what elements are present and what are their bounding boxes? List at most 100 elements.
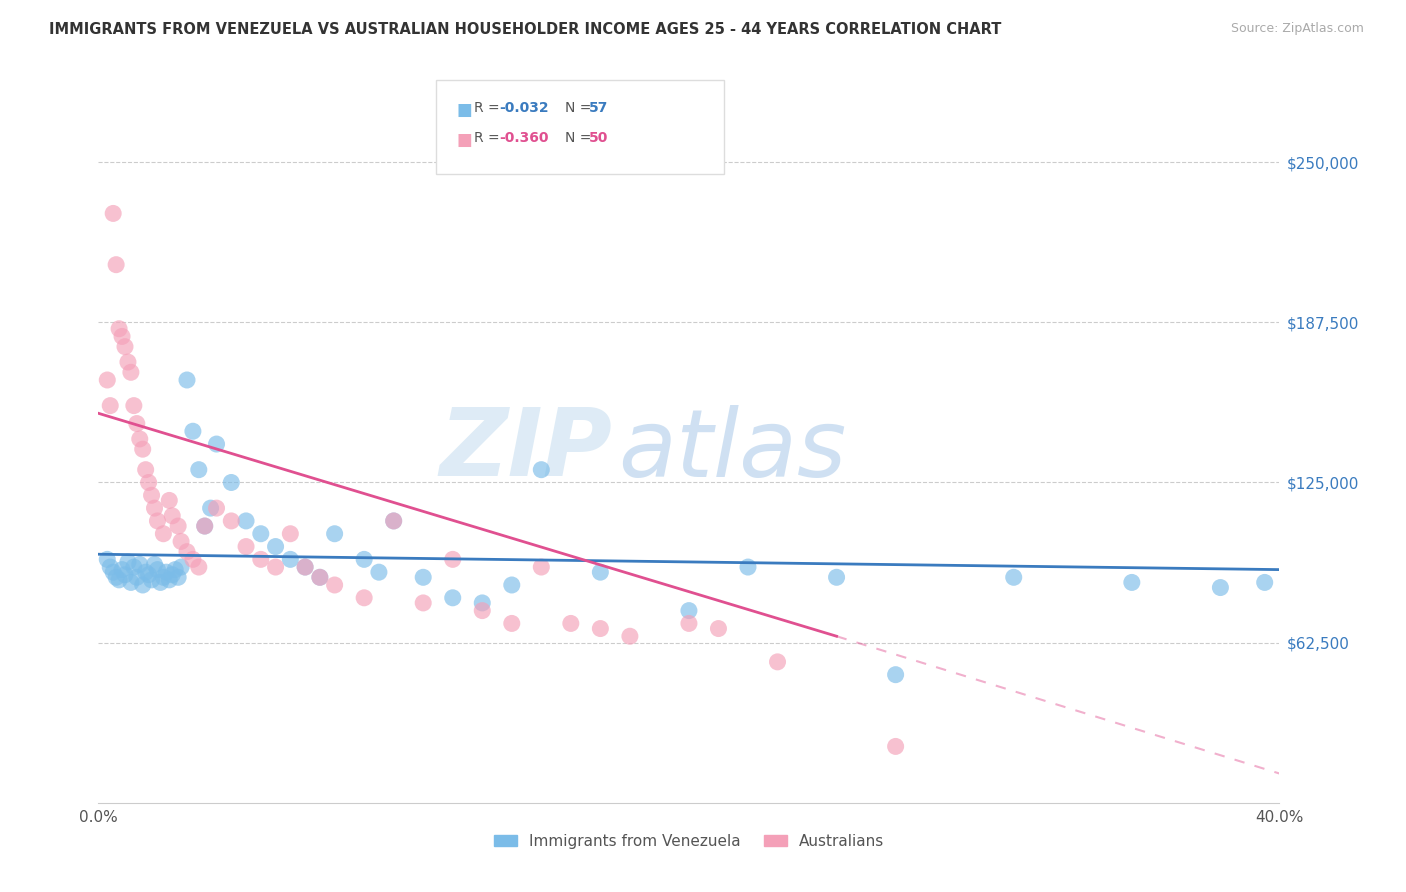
Point [162, 508, 183, 523]
Point [122, 399, 145, 413]
Point [250, 552, 273, 566]
Point [132, 578, 155, 592]
Text: atlas: atlas [619, 405, 846, 496]
Point [353, 591, 375, 605]
Point [309, 570, 332, 584]
Point [194, 519, 217, 533]
Point [471, 604, 494, 618]
Point [135, 565, 157, 579]
Text: R =: R = [474, 101, 503, 115]
Point [530, 560, 553, 574]
Point [155, 565, 177, 579]
Point [221, 475, 243, 490]
Text: R =: R = [474, 131, 503, 145]
Point [471, 596, 494, 610]
Point [412, 596, 434, 610]
Point [560, 616, 582, 631]
Point [707, 622, 730, 636]
Point [501, 578, 523, 592]
Point [205, 501, 228, 516]
Point [103, 206, 125, 220]
Point [353, 552, 375, 566]
Point [170, 534, 193, 549]
Point [1254, 575, 1277, 590]
Point [441, 591, 464, 605]
Point [167, 570, 190, 584]
Point [250, 526, 273, 541]
Point [200, 501, 222, 516]
Point [98, 560, 121, 574]
Point [146, 563, 169, 577]
Point [530, 463, 553, 477]
Point [170, 560, 193, 574]
Point [235, 514, 257, 528]
Point [264, 540, 287, 554]
Text: ■: ■ [457, 131, 472, 149]
Text: ZIP: ZIP [439, 404, 612, 497]
Point [157, 493, 180, 508]
Point [152, 526, 174, 541]
Point [264, 560, 287, 574]
Text: -0.360: -0.360 [499, 131, 548, 145]
Point [235, 540, 257, 554]
Point [187, 560, 209, 574]
Point [1002, 570, 1025, 584]
Point [120, 575, 142, 590]
Point [280, 526, 302, 541]
Text: ■: ■ [457, 101, 472, 119]
Point [117, 355, 139, 369]
Point [412, 570, 434, 584]
Point [138, 567, 160, 582]
Point [294, 560, 316, 574]
Point [132, 442, 155, 457]
Point [176, 373, 198, 387]
Point [294, 560, 316, 574]
Point [120, 365, 142, 379]
Point [1121, 575, 1143, 590]
Point [194, 519, 217, 533]
Point [205, 437, 228, 451]
Point [141, 573, 163, 587]
Point [737, 560, 759, 574]
Point [167, 519, 190, 533]
Point [114, 567, 136, 582]
Point [143, 501, 166, 516]
Point [152, 570, 174, 584]
Point [149, 575, 172, 590]
Point [884, 739, 907, 754]
Point [181, 552, 204, 566]
Text: Source: ZipAtlas.com: Source: ZipAtlas.com [1230, 22, 1364, 36]
Point [157, 573, 180, 587]
Point [125, 417, 148, 431]
Point [187, 463, 209, 477]
Point [141, 488, 163, 502]
Point [382, 514, 405, 528]
Point [105, 258, 128, 272]
Text: -0.032: -0.032 [499, 101, 548, 115]
Point [825, 570, 848, 584]
Point [96, 373, 118, 387]
Point [589, 622, 612, 636]
Point [382, 514, 405, 528]
Text: 50: 50 [589, 131, 609, 145]
Point [766, 655, 789, 669]
Point [280, 552, 302, 566]
Point [105, 570, 128, 584]
Point [111, 329, 134, 343]
Point [122, 560, 145, 574]
Point [368, 565, 391, 579]
Point [128, 558, 150, 572]
Point [96, 552, 118, 566]
Text: N =: N = [565, 131, 596, 145]
Point [501, 616, 523, 631]
Point [117, 555, 139, 569]
Point [221, 514, 243, 528]
Point [162, 567, 183, 582]
Point [884, 667, 907, 681]
Point [114, 340, 136, 354]
Point [589, 565, 612, 579]
Point [619, 629, 641, 643]
Point [108, 322, 131, 336]
Point [323, 526, 346, 541]
Point [309, 570, 332, 584]
